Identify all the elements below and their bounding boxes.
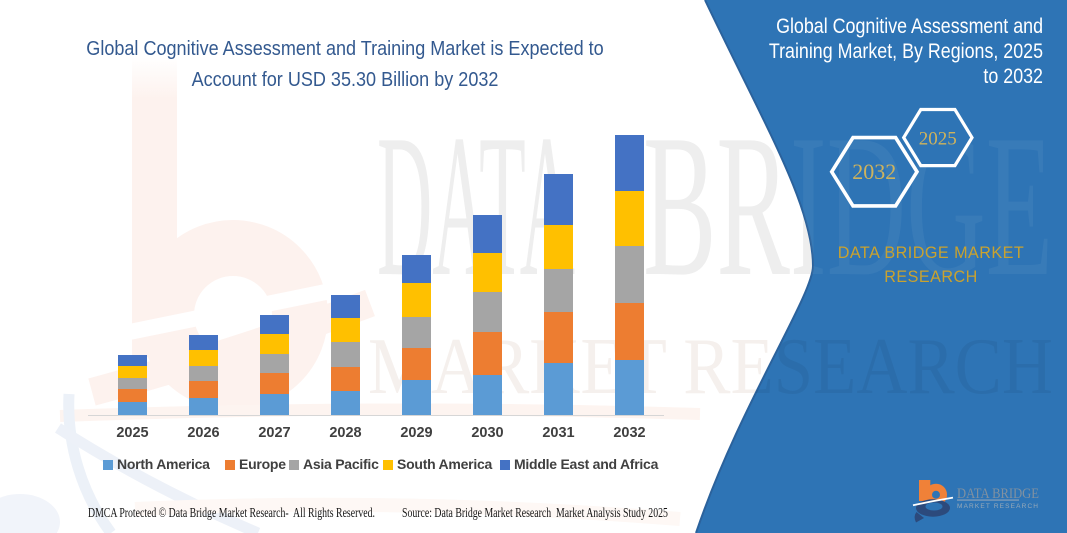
svg-text:2032: 2032 bbox=[852, 159, 896, 184]
svg-text:2025: 2025 bbox=[919, 129, 957, 150]
svg-text:MARKET RESEARCH: MARKET RESEARCH bbox=[957, 503, 1038, 510]
svg-text:MARKET RESEARCH: MARKET RESEARCH bbox=[368, 323, 1053, 411]
svg-text:DATA BRIDGE: DATA BRIDGE bbox=[957, 486, 1039, 502]
